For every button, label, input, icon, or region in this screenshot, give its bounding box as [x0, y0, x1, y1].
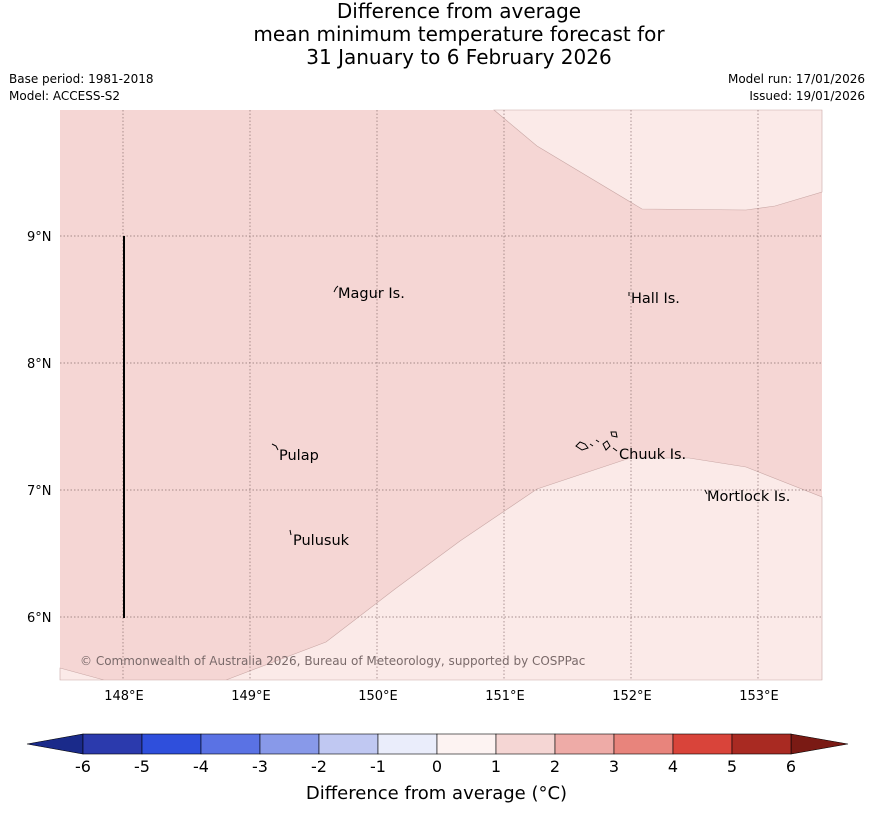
lat-label-9n: 9°N	[27, 230, 52, 245]
place-label-pulusuk: Pulusuk	[293, 533, 350, 549]
title-line-3: 31 January to 6 February 2026	[306, 45, 612, 69]
colorbar-segment	[495, 733, 556, 755]
colorbar-segment	[672, 733, 733, 755]
lat-label-8n: 8°N	[27, 357, 52, 372]
chuuk-island-shape	[575, 431, 618, 452]
colorbar-segment	[613, 733, 674, 755]
colorbar-ticks: -6 -5 -4 -3 -2 -1 0 1 2 3 4 5 6	[75, 757, 796, 776]
magur-island-shape	[333, 285, 339, 293]
colorbar-tick-label: 5	[727, 757, 737, 776]
pulap-island-shape	[271, 443, 279, 451]
lat-label-7n: 7°N	[27, 484, 52, 499]
lon-label-149e: 149°E	[231, 689, 271, 704]
colorbar-tick-label: -5	[134, 757, 150, 776]
title-line-1: Difference from average	[336, 0, 582, 23]
model-name: Model: ACCESS-S2	[9, 89, 121, 103]
colorbar-tick-label: -2	[311, 757, 327, 776]
title-line-2: mean minimum temperature forecast for	[253, 22, 665, 46]
map-title: Difference from average mean minimum tem…	[0, 0, 873, 69]
colorbar-title: Difference from average (°C)	[305, 783, 568, 804]
mortlock-island-shape	[704, 489, 708, 495]
meta-left: Base period: 1981-2018 Model: ACCESS-S2	[9, 71, 154, 105]
latitude-labels: 9°N 8°N 7°N 6°N	[27, 230, 52, 626]
islands	[271, 285, 708, 536]
lat-label-6n: 6°N	[27, 611, 52, 626]
colorbar-high-extend	[790, 733, 849, 755]
model-run: Model run: 17/01/2026	[727, 72, 865, 86]
pulusuk-island-shape	[289, 529, 292, 536]
place-label-chuuk: Chuuk Is.	[619, 447, 686, 463]
colorbar-tick-label: -1	[370, 757, 386, 776]
lon-label-148e: 148°E	[104, 689, 144, 704]
place-label-hall: Hall Is.	[631, 291, 680, 307]
colorbar-low-extend	[26, 733, 84, 755]
colorbar-segments	[82, 733, 792, 755]
colorbar-tick-label: 6	[786, 757, 796, 776]
place-labels: Magur Is. Hall Is. Pulap Chuuk Is. Mortl…	[279, 286, 790, 549]
copyright-text: © Commonwealth of Australia 2026, Bureau…	[80, 654, 585, 668]
base-period: Base period: 1981-2018	[9, 72, 154, 86]
colorbar-tick-label: 3	[609, 757, 619, 776]
anomaly-zone-0-1-north	[493, 109, 823, 211]
colorbar-tick-label: 4	[668, 757, 678, 776]
colorbar-segment	[318, 733, 379, 755]
colorbar-tick-label: -6	[75, 757, 91, 776]
colorbar-segment	[731, 733, 792, 755]
colorbar: -6 -5 -4 -3 -2 -1 0 1 2 3 4 5 6	[26, 733, 849, 776]
colorbar-segment	[554, 733, 615, 755]
colorbar-segment	[200, 733, 261, 755]
colorbar-tick-label: -4	[193, 757, 209, 776]
place-label-magur: Magur Is.	[338, 286, 405, 302]
lon-label-153e: 153°E	[739, 689, 779, 704]
lon-label-150e: 150°E	[358, 689, 398, 704]
colorbar-tick-label: 1	[491, 757, 501, 776]
colorbar-tick-label: 2	[550, 757, 560, 776]
lon-label-151e: 151°E	[485, 689, 525, 704]
colorbar-segment	[259, 733, 320, 755]
place-label-pulap: Pulap	[279, 448, 319, 464]
colorbar-segment	[377, 733, 438, 755]
lon-label-152e: 152°E	[612, 689, 652, 704]
anomaly-zone-0-1-south	[59, 457, 823, 681]
issued-date: Issued: 19/01/2026	[749, 89, 865, 103]
gridlines	[60, 110, 822, 680]
longitude-labels: 148°E 149°E 150°E 151°E 152°E 153°E	[104, 689, 779, 704]
colorbar-tick-label: 0	[432, 757, 442, 776]
colorbar-segment	[82, 733, 143, 755]
colorbar-segment	[141, 733, 202, 755]
colorbar-tick-label: -3	[252, 757, 268, 776]
colorbar-segment	[436, 733, 497, 755]
meta-right: Model run: 17/01/2026 Issued: 19/01/2026	[728, 71, 865, 105]
place-label-mortlock: Mortlock Is.	[707, 489, 790, 505]
